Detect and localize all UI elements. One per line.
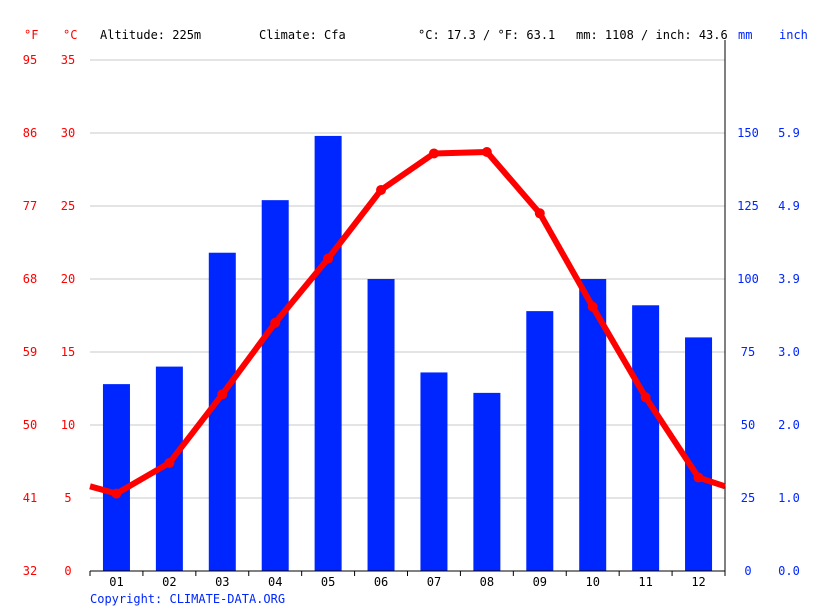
month-label: 04	[268, 575, 282, 589]
celsius-tick-label: 10	[61, 418, 75, 432]
temperature-average-label: °C: 17.3 / °F: 63.1	[418, 28, 556, 42]
inch-unit-label: inch	[779, 28, 808, 42]
mm-tick-label: 75	[741, 345, 755, 359]
month-label: 01	[109, 575, 123, 589]
fahrenheit-tick-label: 77	[23, 199, 37, 213]
precipitation-bar	[420, 372, 448, 571]
month-label: 12	[691, 575, 705, 589]
celsius-tick-label: 25	[61, 199, 75, 213]
mm-tick-label: 150	[737, 126, 759, 140]
celsius-unit-label: °C	[63, 28, 78, 42]
month-label: 09	[533, 575, 547, 589]
inch-tick-label: 4.9	[778, 199, 800, 213]
celsius-tick-label: 5	[64, 491, 71, 505]
celsius-tick-label: 20	[61, 272, 75, 286]
fahrenheit-tick-label: 41	[23, 491, 37, 505]
precipitation-bar	[632, 305, 660, 571]
celsius-tick-label: 35	[61, 53, 75, 67]
temperature-point	[693, 472, 704, 483]
mm-tick-label: 25	[741, 491, 755, 505]
altitude-label: Altitude: 225m	[100, 28, 202, 42]
fahrenheit-tick-label: 86	[23, 126, 37, 140]
month-label: 11	[638, 575, 652, 589]
precipitation-bar	[208, 252, 236, 571]
temperature-point	[323, 253, 334, 264]
temperature-point	[217, 389, 228, 400]
precipitation-bar	[526, 311, 554, 571]
precipitation-bar	[473, 392, 501, 571]
month-label: 08	[480, 575, 494, 589]
precipitation-bar	[685, 337, 713, 571]
precipitation-bar	[367, 279, 395, 571]
inch-tick-label: 0.0	[778, 564, 800, 578]
fahrenheit-tick-label: 50	[23, 418, 37, 432]
month-label: 06	[374, 575, 388, 589]
fahrenheit-tick-label: 59	[23, 345, 37, 359]
temperature-point	[111, 488, 122, 499]
inch-tick-label: 3.0	[778, 345, 800, 359]
inch-tick-label: 3.9	[778, 272, 800, 286]
month-label: 03	[215, 575, 229, 589]
temperature-point	[534, 208, 545, 219]
temperature-point	[587, 301, 598, 312]
precipitation-bar	[102, 384, 130, 571]
mm-tick-label: 100	[737, 272, 759, 286]
precipitation-bar	[261, 200, 289, 571]
celsius-tick-label: 15	[61, 345, 75, 359]
celsius-tick-label: 0	[64, 564, 71, 578]
inch-tick-label: 5.9	[778, 126, 800, 140]
precipitation-total-label: mm: 1108 / inch: 43.6	[576, 28, 728, 42]
climate-label: Climate: Cfa	[259, 28, 346, 42]
mm-unit-label: mm	[738, 28, 753, 42]
temperature-point	[428, 148, 439, 159]
temperature-point	[164, 457, 175, 468]
temperature-point	[270, 317, 281, 328]
temperature-point	[481, 146, 492, 157]
mm-tick-label: 125	[737, 199, 759, 213]
copyright-link[interactable]: Copyright: CLIMATE-DATA.ORG	[90, 592, 286, 606]
fahrenheit-tick-label: 95	[23, 53, 37, 67]
inch-tick-label: 2.0	[778, 418, 800, 432]
fahrenheit-unit-label: °F	[24, 28, 39, 42]
mm-tick-label: 50	[741, 418, 755, 432]
month-label: 10	[585, 575, 599, 589]
month-label: 02	[162, 575, 176, 589]
fahrenheit-tick-label: 32	[23, 564, 37, 578]
fahrenheit-tick-label: 68	[23, 272, 37, 286]
mm-tick-label: 0	[744, 564, 751, 578]
temperature-point	[640, 392, 651, 403]
month-label: 05	[321, 575, 335, 589]
temperature-line	[89, 148, 726, 497]
month-label: 07	[427, 575, 441, 589]
temperature-point	[376, 184, 387, 195]
precipitation-bar	[314, 135, 342, 572]
inch-tick-label: 1.0	[778, 491, 800, 505]
celsius-tick-label: 30	[61, 126, 75, 140]
